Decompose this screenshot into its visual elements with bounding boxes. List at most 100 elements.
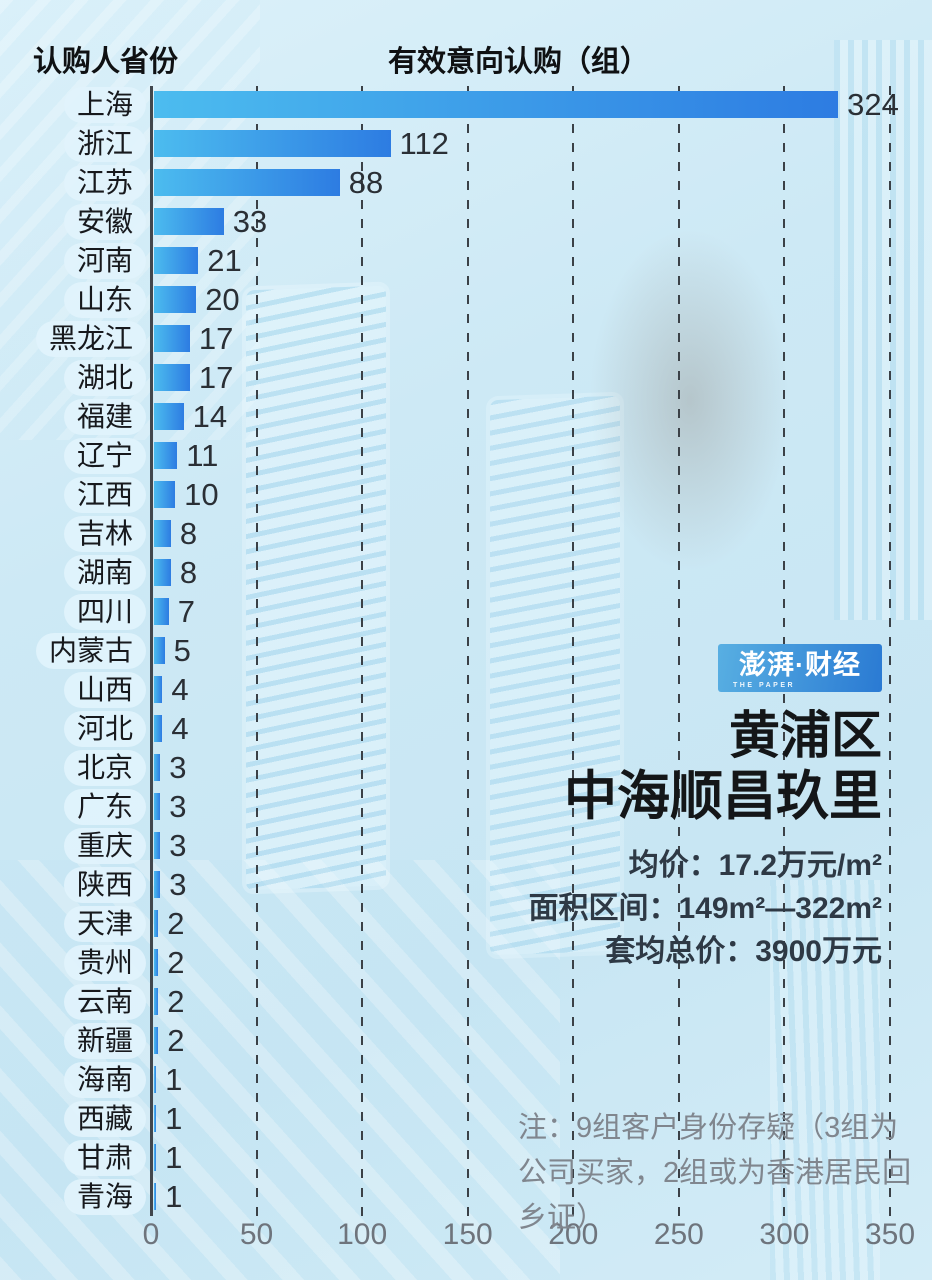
logo-subtext: THE PAPER xyxy=(733,682,796,689)
x-axis-tick-label: 100 xyxy=(337,1218,388,1251)
chart-row: 云南 2 xyxy=(0,982,932,1021)
x-axis-tick-label: 150 xyxy=(442,1218,493,1251)
province-pill: 辽宁 xyxy=(63,437,146,474)
chart-row: 安徽 33 xyxy=(0,202,932,241)
value-label: 11 xyxy=(186,437,219,473)
bar-chart: 上海 324 浙江 112 江苏 88 xyxy=(0,85,932,1216)
province-pill: 重庆 xyxy=(63,827,146,864)
chart-row: 浙江 112 xyxy=(0,124,932,163)
chart-row: 江西 10 xyxy=(0,475,932,514)
value-label: 2 xyxy=(167,983,185,1019)
chart-row: 海南 1 xyxy=(0,1060,932,1099)
province-label: 甘肃 xyxy=(76,1141,133,1173)
value-bar xyxy=(154,637,165,664)
chart-row: 上海 324 xyxy=(0,85,932,124)
province-label: 四川 xyxy=(76,595,133,627)
footnote: 注：9组客户身份存疑（3组为公司买家，2组或为香港居民回乡证） xyxy=(518,1112,912,1234)
gridline xyxy=(677,86,680,1216)
gridline xyxy=(466,86,469,1216)
province-pill: 山东 xyxy=(63,281,146,318)
province-pill: 新疆 xyxy=(63,1022,146,1059)
value-bar xyxy=(154,364,190,391)
value-bar xyxy=(154,1183,157,1210)
value-label: 4 xyxy=(171,671,189,707)
province-label: 西藏 xyxy=(76,1102,133,1134)
province-pill: 安徽 xyxy=(63,203,146,240)
value-bar xyxy=(154,676,163,703)
province-pill: 陕西 xyxy=(63,866,146,903)
x-axis-tick-label: 250 xyxy=(653,1218,704,1251)
province-pill: 江西 xyxy=(63,476,146,513)
province-label: 新疆 xyxy=(76,1024,133,1056)
value-label: 324 xyxy=(847,86,899,122)
province-label: 上海 xyxy=(76,88,133,120)
chart-row: 四川 7 xyxy=(0,592,932,631)
value-bar xyxy=(154,559,171,586)
province-label: 福建 xyxy=(76,400,133,432)
value-bar xyxy=(154,481,176,508)
chart-row: 湖南 8 xyxy=(0,553,932,592)
value-bar xyxy=(154,949,159,976)
value-label: 3 xyxy=(169,788,187,824)
chart-row: 内蒙古 5 xyxy=(0,631,932,670)
value-label: 33 xyxy=(232,203,268,239)
province-label: 天津 xyxy=(76,907,133,939)
province-pill: 江苏 xyxy=(63,164,146,201)
province-pill: 云南 xyxy=(63,983,146,1020)
gridline xyxy=(572,86,575,1216)
province-label: 河北 xyxy=(76,712,133,744)
province-label: 江苏 xyxy=(76,166,133,198)
province-pill: 青海 xyxy=(63,1178,146,1215)
chart-row: 河南 21 xyxy=(0,241,932,280)
x-axis-tick-label: 300 xyxy=(759,1218,810,1251)
value-label: 1 xyxy=(165,1100,183,1136)
value-bar xyxy=(154,247,199,274)
province-pill: 北京 xyxy=(63,749,146,786)
value-bar xyxy=(154,520,171,547)
province-pill: 湖南 xyxy=(63,554,146,591)
gridline xyxy=(255,86,258,1216)
province-pill: 内蒙古 xyxy=(35,632,146,669)
province-label: 广东 xyxy=(76,790,133,822)
province-label: 陕西 xyxy=(76,868,133,900)
chart-row: 陕西 3 xyxy=(0,865,932,904)
value-bar xyxy=(154,1066,157,1093)
value-bar xyxy=(154,793,161,820)
column-header-province: 认购人省份 xyxy=(33,46,179,78)
province-pill: 河北 xyxy=(63,710,146,747)
value-label: 1 xyxy=(165,1139,183,1175)
logo-text: 澎湃·财经 xyxy=(739,650,861,680)
province-label: 安徽 xyxy=(76,205,133,237)
value-label: 21 xyxy=(207,242,242,278)
value-bar xyxy=(154,286,197,313)
gridline xyxy=(361,86,364,1216)
value-label: 4 xyxy=(171,710,189,746)
chart-row: 西藏 1 xyxy=(0,1099,932,1138)
value-label: 5 xyxy=(173,632,191,668)
gridline xyxy=(889,86,891,1216)
chart-row: 广东 3 xyxy=(0,787,932,826)
value-label: 8 xyxy=(179,554,198,590)
value-bar xyxy=(154,1105,157,1132)
chart-row: 黑龙江 17 xyxy=(0,319,932,358)
province-label: 云南 xyxy=(76,985,133,1017)
stat-area-range: 面积区间：149m²—322m² xyxy=(528,892,882,925)
x-axis-tick-label: 350 xyxy=(864,1218,916,1251)
chart-row: 天津 2 xyxy=(0,904,932,943)
province-pill: 海南 xyxy=(63,1061,146,1098)
chart-row: 贵州 2 xyxy=(0,943,932,982)
province-label: 山东 xyxy=(76,283,133,315)
x-axis-tick-label: 0 xyxy=(142,1218,160,1251)
x-axis-tick-label: 200 xyxy=(548,1218,599,1251)
project-district: 黄浦区 xyxy=(728,707,882,764)
value-label: 1 xyxy=(165,1061,183,1097)
chart-row: 山东 20 xyxy=(0,280,932,319)
province-label: 贵州 xyxy=(76,946,133,978)
value-label: 3 xyxy=(169,866,187,902)
province-label: 湖北 xyxy=(76,361,133,393)
value-bar xyxy=(154,832,161,859)
value-bar xyxy=(154,442,178,469)
value-label: 14 xyxy=(192,398,228,434)
thepaper-finance-logo: 澎湃·财经 THE PAPER xyxy=(718,644,882,692)
